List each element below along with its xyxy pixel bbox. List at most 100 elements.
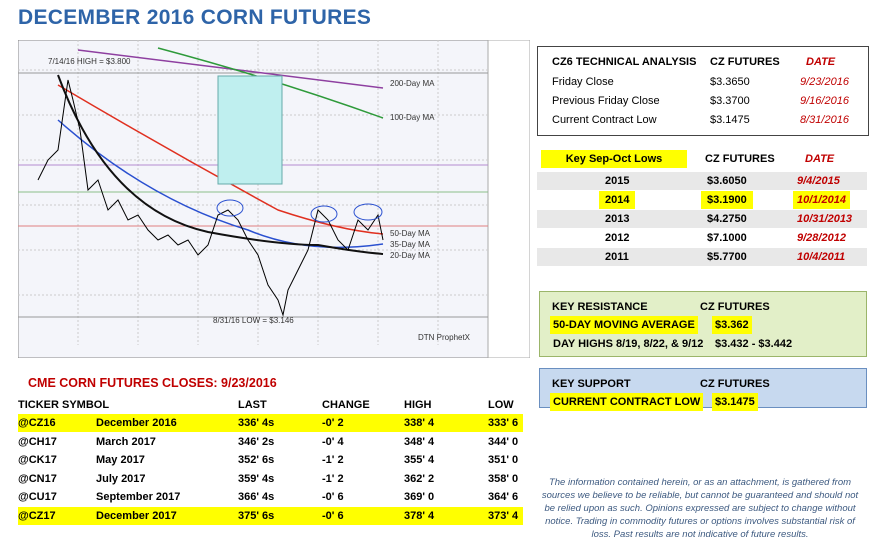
value-cell: $7.1000 <box>707 232 747 244</box>
close-cell: -1' 2 <box>322 472 344 485</box>
close-cell: 375' 6s <box>238 509 275 522</box>
table-row: @CZ17 December 2017 375' 6s -0' 6 378' 4 373'… <box>18 506 523 525</box>
table-row: 2012 $7.1000 9/28/2012 <box>537 229 867 247</box>
header-cell: LAST <box>238 399 267 411</box>
label-cell: Friday Close <box>552 76 614 88</box>
close-cell: 369' 0 <box>404 491 435 503</box>
header-cell: LOW <box>488 399 514 411</box>
close-cell: 351' 0 <box>488 454 519 466</box>
close-cell: -0' 6 <box>322 509 344 522</box>
closes-title: CME CORN FUTURES CLOSES: 9/23/2016 <box>28 376 277 390</box>
highlight-circle <box>353 203 383 221</box>
close-cell: 359' 4s <box>238 472 275 485</box>
table-row: DAY HIGHS 8/19, 8/22, & 9/12 $3.432 - $3.… <box>540 335 866 353</box>
close-cell: 348' 4 <box>404 435 435 448</box>
date-cell: 9/28/2012 <box>797 232 846 244</box>
close-cell: December 2016 <box>96 417 177 429</box>
value-cell: $3.1475 <box>710 114 750 126</box>
close-cell: December 2017 <box>96 509 177 522</box>
date-cell: 9/4/2015 <box>797 175 840 187</box>
price-bars <box>37 79 384 317</box>
price-chart: 7/14/16 HIGH = $3.800 8/31/16 LOW = $3.1… <box>18 40 530 358</box>
header-cell: KEY SUPPORT <box>552 378 631 390</box>
year-cell: 2012 <box>605 232 630 244</box>
table-row: 2013 $4.2750 10/31/2013 <box>537 210 867 228</box>
price-axis <box>487 40 530 358</box>
date-cell: 10/31/2013 <box>797 213 853 225</box>
close-cell: 333' 6 <box>488 417 519 429</box>
resistance-panel: KEY RESISTANCE CZ FUTURES 50-DAY MOVING AV… <box>539 291 867 357</box>
close-cell: 355' 4 <box>404 454 435 466</box>
ma-label: 50-Day MA <box>390 229 431 238</box>
value-cell: $3.432 - $3.442 <box>715 338 793 350</box>
value-cell: $3.6050 <box>707 175 747 187</box>
header-cell: CHANGE <box>322 399 370 411</box>
close-cell: -0' 4 <box>322 435 344 448</box>
header-cell: CZ FUTURES <box>705 153 775 165</box>
close-cell: March 2017 <box>96 435 156 448</box>
date-cell: 8/31/2016 <box>800 114 849 126</box>
table-row: CURRENT CONTRACT LOW $3.1475 <box>540 393 866 411</box>
year-cell: 2011 <box>605 251 629 263</box>
closes-table: CME CORN FUTURES CLOSES: 9/23/2016 TICKER… <box>18 374 523 534</box>
close-cell: 352' 6s <box>238 454 275 466</box>
year-cell: 2014 <box>599 191 636 209</box>
ma-50 <box>57 84 384 235</box>
table-row: Current Contract Low $3.1475 8/31/2016 <box>538 111 868 129</box>
table-row: Key Sep-Oct Lows CZ FUTURES DATE <box>537 150 867 168</box>
ma-label: 20-Day MA <box>390 251 431 260</box>
table-row: Previous Friday Close $3.3700 9/16/2016 <box>538 92 868 110</box>
highlight-circle <box>216 199 244 217</box>
technical-table: CZ6 TECHNICAL ANALYSIS CZ FUTURES DATE Frid… <box>537 46 869 136</box>
close-cell: @CZ17 <box>18 509 56 522</box>
close-cell: @CK17 <box>18 454 57 466</box>
date-cell: 9/23/2016 <box>800 76 849 88</box>
close-cell: 344' 0 <box>488 435 519 448</box>
high-label: 7/14/16 HIGH = $3.800 <box>48 57 131 66</box>
header-cell: HIGH <box>404 399 432 411</box>
low-label: 8/31/16 LOW = $3.146 <box>213 316 294 325</box>
close-cell: @CN17 <box>18 472 57 485</box>
disclaimer: The information contained herein, or as … <box>541 477 859 540</box>
close-cell: 362' 2 <box>404 472 435 485</box>
table-row: @CK17 May 2017 352' 6s -1' 2 355' 4 351' 0 <box>18 451 523 469</box>
source-label: DTN ProphetX <box>418 333 471 342</box>
close-cell: @CU17 <box>18 491 57 503</box>
close-cell: -0' 2 <box>322 417 344 429</box>
value-cell: $5.7700 <box>707 251 747 263</box>
value-cell: $4.2750 <box>707 213 747 225</box>
year-cell: 2015 <box>605 175 630 187</box>
support-panel: KEY SUPPORT CZ FUTURES CURRENT CONTRACT LO… <box>539 368 867 411</box>
table-row: Friday Close $3.3650 9/23/2016 <box>538 73 868 91</box>
label-cell: Previous Friday Close <box>552 95 660 107</box>
label-cell: DAY HIGHS 8/19, 8/22, & 9/12 <box>553 338 704 350</box>
header-cell: TICKER SYMBOL <box>18 399 110 411</box>
value-cell: $3.362 <box>712 316 752 334</box>
table-row: @CH17 March 2017 346' 2s -0' 4 348' 4 344' 0 <box>18 433 523 451</box>
close-cell: 366' 4s <box>238 491 275 503</box>
close-cell: @CZ16 <box>18 417 56 429</box>
date-cell: 10/1/2014 <box>793 191 850 209</box>
value-cell: $3.1900 <box>701 191 753 209</box>
year-cell: 2013 <box>605 213 630 225</box>
header-cell: CZ FUTURES <box>700 378 770 390</box>
table-row: 50-DAY MOVING AVERAGE $3.362 <box>540 316 866 334</box>
data-window <box>217 75 283 185</box>
close-cell: May 2017 <box>96 454 145 466</box>
close-cell: -1' 2 <box>322 454 344 466</box>
value-cell: $3.1475 <box>712 393 758 411</box>
ma-label: 100-Day MA <box>390 113 435 122</box>
table-row: @CZ16 December 2016 336' 4s -0' 2 338' 4 333'… <box>18 414 523 432</box>
table-row: KEY SUPPORT CZ FUTURES <box>540 375 866 393</box>
ma-label: 35-Day MA <box>390 240 431 249</box>
label-cell: Current Contract Low <box>552 114 657 126</box>
close-cell: 338' 4 <box>404 417 435 429</box>
close-cell: 364' 6 <box>488 491 519 503</box>
header-cell: Key Sep-Oct Lows <box>541 150 687 168</box>
lows-table: Key Sep-Oct Lows CZ FUTURES DATE 2015 $3.605… <box>537 146 867 270</box>
close-cell: 336' 4s <box>238 417 275 429</box>
ma-20 <box>57 74 384 255</box>
value-cell: $3.3650 <box>710 76 750 88</box>
table-row: @CU17 September 2017 366' 4s -0' 6 369' 0 364… <box>18 488 523 506</box>
